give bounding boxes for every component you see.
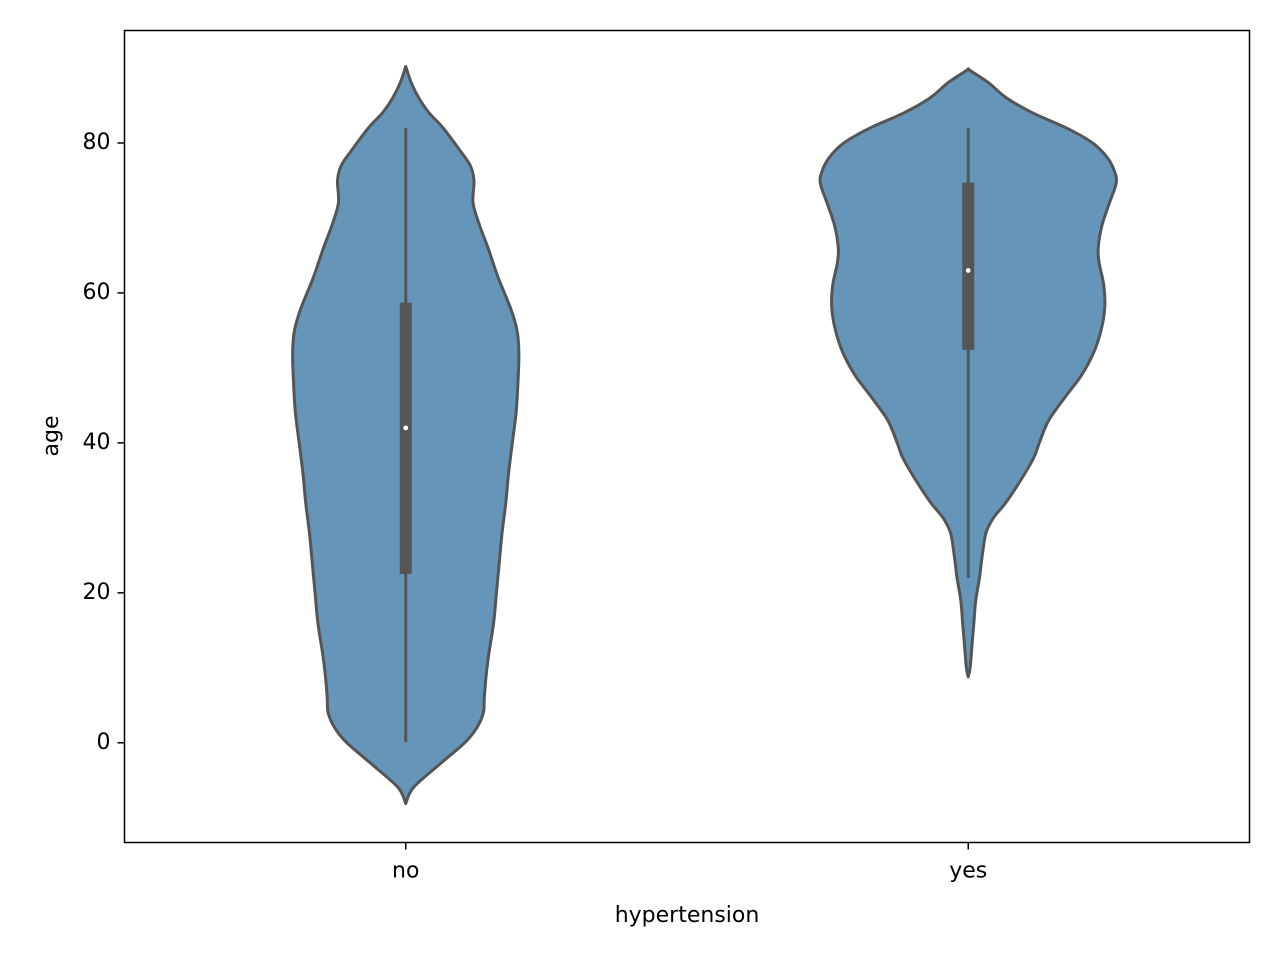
median-point-no <box>403 425 409 431</box>
y-tick-label: 80 <box>83 130 111 155</box>
iqr-box-no <box>399 302 412 575</box>
x-axis: no yes <box>392 842 987 884</box>
x-tick-label-yes: yes <box>949 859 987 884</box>
x-axis-label: hypertension <box>615 903 760 928</box>
plot-frame <box>123 29 1251 844</box>
y-axis-label: age <box>39 416 64 457</box>
box-layer <box>399 127 975 743</box>
y-tick-label: 60 <box>83 280 111 305</box>
y-tick-label: 0 <box>97 730 111 755</box>
x-tick-label-no: no <box>392 859 419 884</box>
violin-layer <box>291 64 1118 806</box>
y-axis: 0 20 40 60 80 <box>83 130 125 755</box>
y-tick-label: 20 <box>83 580 111 605</box>
median-point-yes <box>965 268 971 273</box>
iqr-box-yes <box>962 182 975 350</box>
y-tick-label: 40 <box>83 430 111 455</box>
